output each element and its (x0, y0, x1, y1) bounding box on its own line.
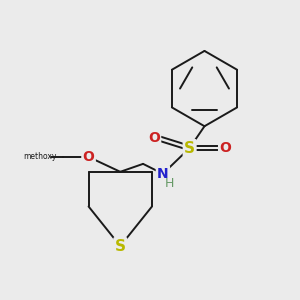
Text: O: O (82, 150, 94, 164)
Text: O: O (219, 141, 231, 155)
Text: H: H (165, 177, 175, 190)
Text: O: O (148, 131, 160, 145)
Text: methoxy: methoxy (23, 152, 57, 161)
Text: S: S (184, 140, 195, 155)
Text: S: S (115, 238, 126, 253)
Text: N: N (157, 167, 169, 181)
